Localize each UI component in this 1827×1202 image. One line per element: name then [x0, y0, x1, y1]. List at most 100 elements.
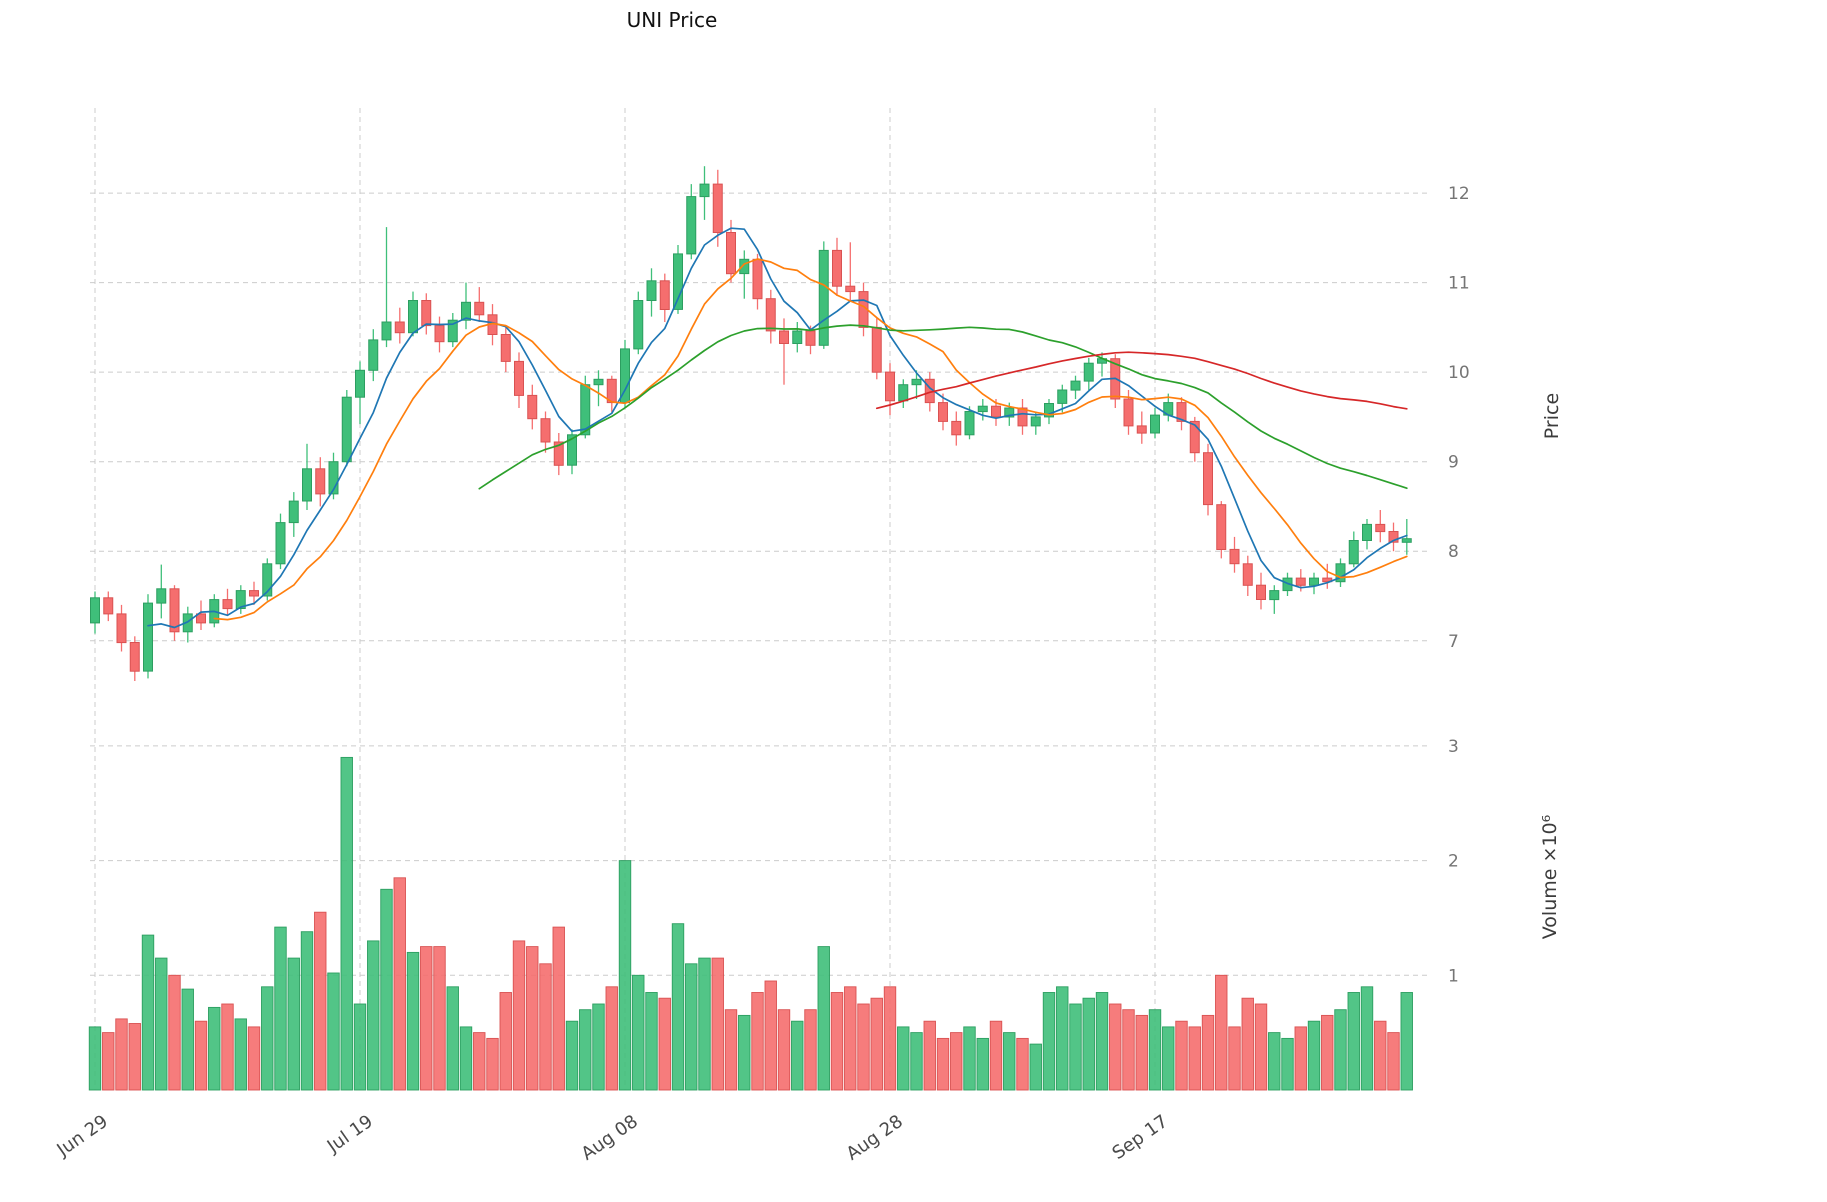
candle-body: [1295, 577, 1306, 586]
volume-bar: [1307, 1020, 1321, 1091]
candle-body: [1123, 398, 1134, 427]
candle-body: [553, 441, 564, 466]
candle-body: [633, 300, 644, 350]
volume-bar: [579, 1009, 592, 1091]
candle-body: [1322, 577, 1333, 583]
candle-body: [726, 232, 736, 275]
candle-body: [1070, 380, 1081, 391]
volume-bar: [1387, 1032, 1400, 1091]
price-tick-label: 10: [1448, 363, 1470, 383]
volume-bar: [234, 1018, 247, 1091]
volume-bar: [1321, 1014, 1334, 1091]
candle-body: [1083, 362, 1094, 382]
volume-bar: [923, 1020, 936, 1091]
candle-body: [461, 301, 471, 321]
volume-tick-label: 2: [1448, 852, 1459, 872]
volume-bar: [1175, 1020, 1188, 1091]
candle-body: [1189, 420, 1200, 454]
volume-bar: [870, 997, 883, 1091]
candle-body: [1150, 414, 1160, 434]
date-tick-label: Aug 28: [843, 1111, 907, 1165]
volume-bar: [963, 1026, 976, 1091]
volume-bar: [605, 986, 618, 1091]
volume-bar: [804, 1009, 817, 1091]
volume-bar: [711, 957, 724, 1091]
candle-body: [1017, 407, 1028, 427]
candle-body: [593, 378, 604, 386]
volume-bar: [486, 1037, 499, 1091]
volume-bars-layer: [88, 756, 1413, 1091]
candle-body: [1057, 389, 1068, 404]
volume-bar: [1188, 1026, 1201, 1091]
volume-bar: [1042, 992, 1056, 1091]
price-tick-label: 8: [1448, 542, 1459, 562]
candle-body: [222, 599, 233, 610]
candle-body: [514, 360, 524, 396]
volume-bar: [102, 1032, 115, 1091]
volume-bar: [936, 1037, 950, 1091]
candle-body: [1335, 563, 1346, 583]
volume-bar: [618, 860, 632, 1091]
candle-body: [1044, 403, 1054, 418]
price-tick-label: 11: [1448, 274, 1470, 294]
candle-body: [1375, 523, 1386, 533]
candle-body: [1401, 538, 1412, 543]
volume-bar: [1162, 1026, 1175, 1091]
candle-body: [739, 258, 750, 275]
candle-body: [1269, 590, 1280, 601]
volume-bar: [380, 888, 393, 1091]
candle-body: [1216, 504, 1227, 551]
volume-bar: [327, 972, 340, 1091]
volume-bar: [128, 1023, 141, 1091]
candle-body: [341, 396, 352, 463]
volume-bar: [1347, 992, 1360, 1091]
volume-bar: [353, 1003, 367, 1091]
volume-bar: [1029, 1043, 1042, 1091]
candle-body: [659, 280, 670, 310]
volume-bar: [526, 946, 539, 1091]
volume-bar: [274, 926, 287, 1091]
candle-body: [1242, 563, 1253, 586]
candle-body: [1136, 425, 1147, 434]
candle-body: [1030, 416, 1041, 427]
volume-bar: [883, 986, 897, 1091]
volume-bar: [830, 992, 844, 1091]
volume-bar: [552, 926, 565, 1091]
candle-body: [991, 405, 1001, 418]
volume-bar: [459, 1026, 473, 1091]
candle-body: [1309, 577, 1319, 586]
volume-bar: [1228, 1026, 1241, 1091]
volume-bar: [433, 946, 446, 1091]
volume-bar: [340, 756, 353, 1091]
volume-bar: [512, 940, 526, 1091]
volume-bar: [1109, 1003, 1122, 1091]
candle-body: [977, 405, 988, 413]
candle-body: [90, 597, 100, 624]
price-tick-label: 12: [1448, 184, 1470, 204]
candle-body: [116, 613, 127, 644]
candle-body: [143, 602, 153, 672]
volume-bar: [698, 957, 711, 1091]
volume-bar: [393, 877, 406, 1091]
volume-bar: [1281, 1037, 1294, 1091]
volume-bar: [1374, 1020, 1387, 1091]
candle-body: [1348, 540, 1359, 565]
candle-body: [421, 300, 432, 327]
volume-bar: [1215, 974, 1228, 1091]
volume-bar: [1069, 1003, 1082, 1091]
candle-body: [686, 196, 697, 255]
candle-body: [871, 326, 882, 373]
volume-bar: [499, 992, 512, 1091]
candle-body: [328, 461, 339, 495]
volume-bar: [751, 992, 764, 1091]
ma-line-5: [147, 227, 1408, 629]
ma-line-30: [478, 324, 1408, 490]
candle-body: [752, 258, 763, 300]
candle-body: [567, 434, 577, 466]
candle-body: [1004, 407, 1015, 418]
volume-bar: [658, 997, 671, 1091]
volume-bar: [1016, 1037, 1029, 1091]
volume-bar: [910, 1032, 923, 1091]
gridlines: [90, 108, 1430, 1090]
